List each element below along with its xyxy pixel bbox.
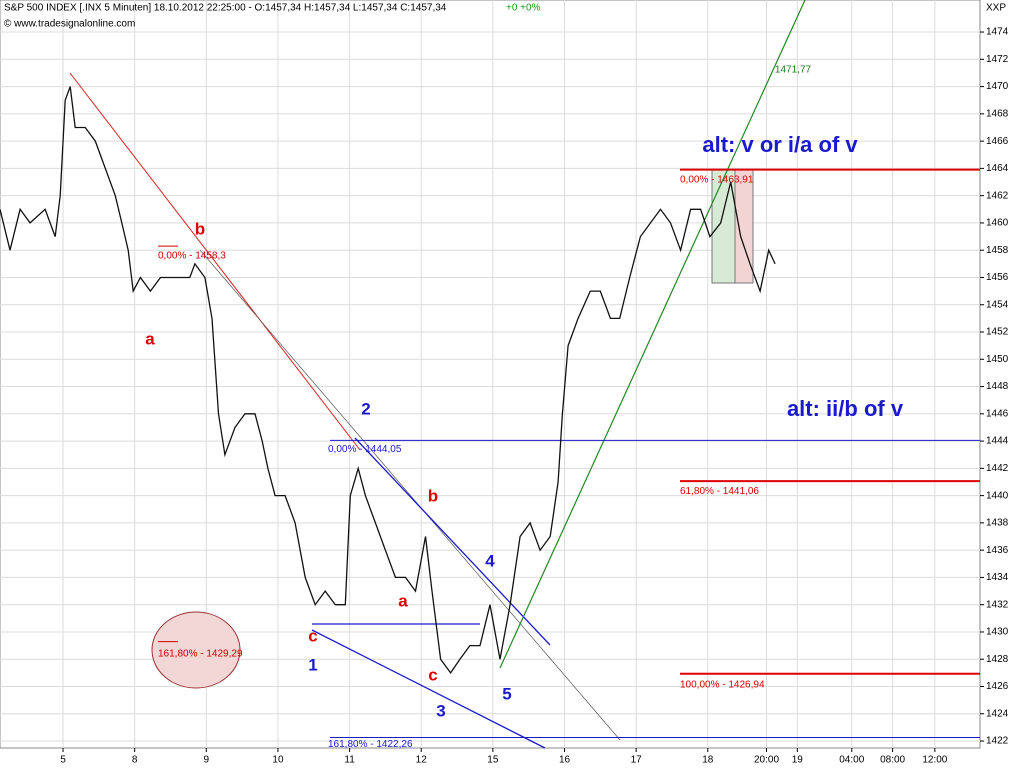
y-tick-label: 1464	[986, 163, 1009, 174]
annotation: alt: ii/b of v	[787, 396, 904, 421]
y-tick-label: 1444	[986, 436, 1009, 447]
trend-line	[499, 0, 806, 669]
level-label: 100,00% - 1426,94	[680, 679, 765, 690]
y-tick-label: 1460	[986, 218, 1009, 229]
trend-line	[311, 629, 546, 749]
x-tick-label: 04:00	[839, 755, 864, 766]
y-tick-label: 1426	[986, 681, 1009, 692]
y-tick-label: 1456	[986, 272, 1009, 283]
x-tick-label: 17	[631, 755, 643, 766]
y-tick-label: 1454	[986, 299, 1009, 310]
annotation: c	[428, 665, 437, 684]
y-tick-label: 1430	[986, 627, 1009, 638]
x-tick-label: 08:00	[880, 755, 905, 766]
level-label: 61,80% - 1441,06	[680, 486, 759, 497]
annotation: b	[195, 219, 205, 238]
levels: 0,00% - 1463,91 61,80% - 1441,06 100,00% -…	[158, 168, 980, 750]
trend-line	[69, 72, 361, 451]
x-tick-label: 15	[487, 755, 499, 766]
plot-area	[0, 0, 981, 749]
price-series	[0, 86, 776, 675]
y-tick-label: 1446	[986, 408, 1009, 419]
copyright: © www.tradesignalonline.com	[4, 19, 135, 30]
y-tick-label: 1428	[986, 654, 1009, 665]
annotation: 1471,77	[775, 65, 812, 76]
y-tick-label: 1462	[986, 190, 1009, 201]
x-tick-label: 16	[559, 755, 571, 766]
y-tick-label: 1442	[986, 463, 1009, 474]
x-tick-label: 12	[416, 755, 428, 766]
x-tick-label: 9	[204, 755, 210, 766]
level-label: 0,00% - 1458,3	[158, 251, 226, 262]
y-tick-label: 1466	[986, 136, 1009, 147]
x-tick-label: 11	[344, 755, 355, 766]
annotation: c	[308, 626, 317, 645]
level-label: 161,80% - 1429,29	[158, 648, 243, 659]
y-tick-label: 1436	[986, 545, 1009, 556]
y-tick-label: 1472	[986, 54, 1009, 65]
x-tick-label: 12:00	[922, 755, 947, 766]
y-tick-label: 1432	[986, 599, 1009, 610]
symbol: XXP	[986, 3, 1006, 14]
y-tick-label: 1450	[986, 354, 1009, 365]
level-label: 0,00% - 1463,91	[680, 174, 754, 185]
x-tick-label: 18	[702, 755, 714, 766]
annotations: b a 2 b 4 a c 1 c 3 5 alt: v or i/a of v alt: ii/b o…	[145, 65, 904, 721]
annotation: a	[145, 329, 155, 348]
annotation: alt: v or i/a of v	[702, 132, 858, 157]
x-tick-label: 10	[272, 755, 284, 766]
annotation: 5	[502, 684, 511, 703]
y-tick-label: 1434	[986, 572, 1009, 583]
target-ellipse	[151, 611, 241, 689]
y-tick-label: 1468	[986, 108, 1009, 119]
y-tick-label: 1440	[986, 490, 1009, 501]
trend-line	[354, 437, 551, 646]
y-tick-label: 1474	[986, 27, 1009, 38]
annotation: b	[428, 486, 438, 505]
y-tick-label: 1470	[986, 81, 1009, 92]
header: S&P 500 INDEX [.INX 5 Minuten] 18.10.201…	[4, 3, 447, 14]
annotation: 1	[308, 655, 317, 674]
level-label: 0,00% - 1444,05	[328, 444, 402, 455]
x-tick-label: 8	[132, 755, 138, 766]
y-tick-label: 1422	[986, 736, 1009, 747]
grid	[0, 0, 980, 748]
annotation: a	[398, 591, 408, 610]
trend-line	[199, 249, 621, 741]
annotation: 2	[361, 399, 370, 418]
x-tick-label: 5	[60, 755, 66, 766]
y-tick-label: 1448	[986, 381, 1009, 392]
price-line	[0, 86, 776, 675]
x-tick-label: 20:00	[754, 755, 779, 766]
x-tick-label: 19	[792, 755, 804, 766]
annotation: 4	[485, 551, 495, 570]
y-tick-label: 1438	[986, 518, 1009, 529]
annotation: 3	[436, 701, 445, 720]
axes: 1422142414261428143014321434143614381440…	[60, 27, 1008, 766]
y-tick-label: 1452	[986, 327, 1009, 338]
y-tick-label: 1424	[986, 708, 1009, 719]
y-tick-label: 1458	[986, 245, 1009, 256]
change: +0 +0%	[506, 3, 541, 14]
level-label: 161,80% - 1422,26	[328, 739, 413, 750]
